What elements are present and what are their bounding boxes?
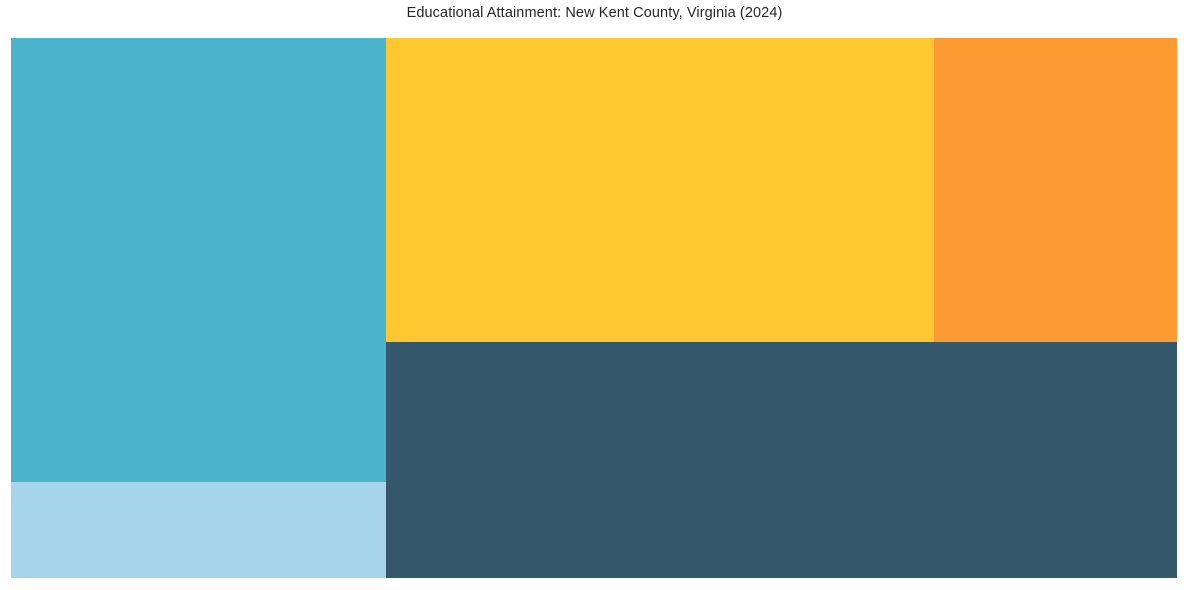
treemap-tile-graduate-or-professional-degree[interactable]: Graduate or professional degree: [386, 342, 1177, 578]
treemap-tile-high-school-graduate[interactable]: High school graduate: [11, 38, 386, 482]
treemap-tile-bachelors-degree[interactable]: Bachelor's degree: [386, 38, 934, 342]
treemap-plot-area: High school graduate Bachelor's degree S…: [11, 38, 1177, 578]
chart-title: Educational Attainment: New Kent County,…: [406, 5, 783, 21]
treemap-tile-some-college-no-degree[interactable]: Some college, no degree: [934, 38, 1177, 342]
treemap-tile-less-than-high-school[interactable]: Less than high school: [11, 482, 386, 578]
